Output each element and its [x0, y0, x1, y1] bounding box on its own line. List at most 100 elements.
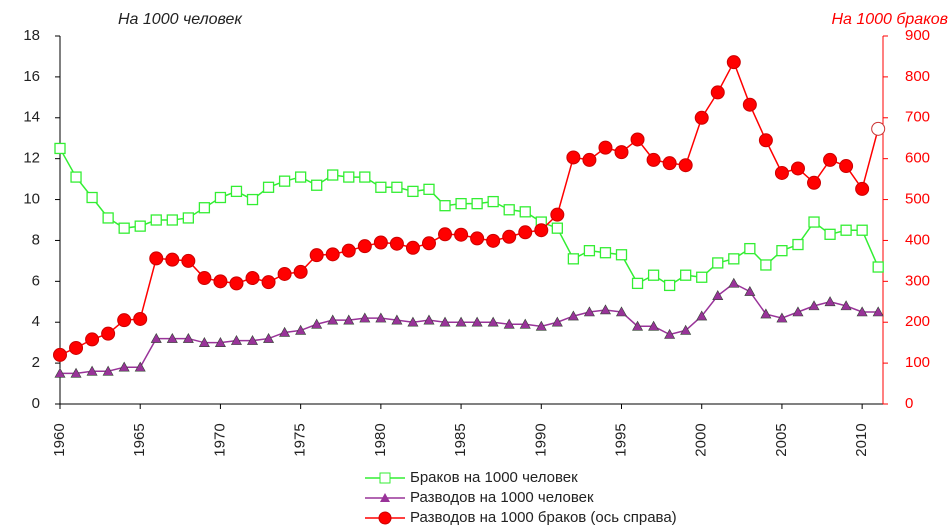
data-point [824, 296, 836, 307]
data-point [54, 367, 66, 378]
data-point [309, 248, 324, 263]
data-point [599, 304, 611, 315]
data-point [696, 271, 708, 283]
data-point [582, 152, 597, 167]
data-point [182, 332, 194, 343]
data-point [567, 310, 579, 321]
data-point [454, 227, 469, 242]
data-point [247, 335, 259, 345]
data-point [53, 347, 67, 362]
data-point [694, 110, 709, 125]
data-point [229, 276, 244, 291]
data-point [278, 175, 291, 187]
data-point [391, 181, 403, 193]
y-tick-label: 10 [23, 191, 40, 208]
data-point [391, 314, 403, 325]
data-point [357, 239, 372, 254]
data-point [839, 159, 854, 174]
data-point [551, 316, 563, 327]
data-point [149, 251, 164, 266]
data-point [615, 249, 628, 261]
y2-tick-label: 600 [905, 150, 930, 167]
data-point [293, 264, 308, 279]
y2-axis-label: На 1000 браков [831, 11, 948, 28]
y2-tick-label: 400 [905, 231, 930, 248]
data-point [807, 175, 822, 190]
data-point [311, 318, 323, 329]
data-point [664, 328, 676, 339]
x-tick-label: 1975 [292, 423, 309, 456]
data-point [341, 243, 356, 258]
data-point [166, 332, 178, 343]
data-point [680, 269, 692, 281]
data-point [343, 314, 355, 325]
data-point [519, 318, 531, 329]
y2-tick-label: 200 [905, 313, 930, 330]
data-point [487, 195, 499, 208]
data-point [359, 171, 371, 183]
data-point [343, 171, 355, 183]
data-point [486, 233, 501, 248]
data-point [102, 212, 114, 224]
data-point [86, 365, 98, 376]
data-point [405, 240, 420, 255]
data-point [519, 206, 531, 218]
y-tick-label: 8 [32, 231, 40, 248]
data-point [774, 165, 789, 180]
data-point [471, 316, 483, 327]
data-point [134, 220, 146, 232]
data-point [439, 316, 451, 327]
y2-tick-label: 100 [905, 354, 930, 371]
data-point [101, 326, 116, 341]
data-point [150, 214, 162, 226]
data-point [487, 316, 499, 327]
data-point [776, 312, 788, 323]
data-point [678, 158, 693, 173]
data-point [166, 214, 178, 226]
data-point [646, 152, 661, 167]
data-point [279, 326, 291, 337]
data-point [792, 238, 804, 251]
data-point [407, 316, 419, 327]
legend-marker [379, 472, 391, 484]
data-point [871, 121, 886, 136]
data-point [102, 365, 114, 376]
data-point [663, 279, 676, 292]
data-point [647, 269, 660, 281]
data-point [503, 204, 515, 216]
data-point [792, 306, 804, 317]
y-tick-label: 0 [32, 395, 40, 412]
data-point [744, 285, 756, 296]
data-point [712, 257, 724, 269]
data-point [710, 85, 725, 100]
data-point [808, 216, 820, 228]
y-tick-label: 6 [32, 272, 40, 289]
y2-tick-label: 300 [905, 272, 930, 289]
data-point [373, 235, 388, 250]
data-point [648, 320, 660, 331]
data-point [631, 277, 644, 290]
y2-tick-label: 700 [905, 109, 930, 126]
data-point [263, 332, 275, 343]
data-point [614, 145, 629, 160]
legend-label: Разводов на 1000 человек [410, 489, 594, 506]
data-point [615, 306, 628, 317]
data-point [375, 181, 387, 193]
data-point [389, 236, 404, 251]
data-point [726, 55, 741, 70]
series-line [59, 148, 879, 287]
y2-tick-label: 500 [905, 191, 930, 208]
data-point [181, 253, 196, 268]
data-point [583, 306, 595, 317]
data-point [760, 259, 772, 271]
data-point [245, 271, 260, 286]
series-line [60, 282, 879, 375]
y2-tick-label: 800 [905, 68, 930, 85]
y-tick-label: 16 [23, 68, 40, 85]
data-point [197, 271, 212, 286]
data-point [133, 311, 148, 326]
data-point [856, 306, 868, 317]
data-point [311, 179, 323, 191]
data-point [680, 324, 692, 335]
